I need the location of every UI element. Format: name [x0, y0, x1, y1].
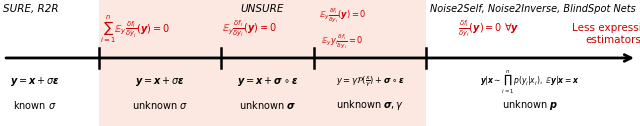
- Text: Less expressive
estimators: Less expressive estimators: [572, 23, 640, 45]
- Text: $\boldsymbol{y}=\boldsymbol{x}+\sigma\boldsymbol{\epsilon}$: $\boldsymbol{y}=\boldsymbol{x}+\sigma\bo…: [135, 75, 185, 88]
- Text: $y=\gamma\mathcal{P}(\frac{x}{\gamma})+\boldsymbol{\sigma}\circ\boldsymbol{\epsi: $y=\gamma\mathcal{P}(\frac{x}{\gamma})+\…: [335, 75, 404, 89]
- Text: $\boldsymbol{y}=\boldsymbol{x}+\sigma\boldsymbol{\epsilon}$: $\boldsymbol{y}=\boldsymbol{x}+\sigma\bo…: [10, 75, 60, 88]
- Text: unknown $\boldsymbol{\sigma},\gamma$: unknown $\boldsymbol{\sigma},\gamma$: [336, 98, 404, 112]
- Text: known $\sigma$: known $\sigma$: [13, 99, 57, 111]
- Text: UNSURE: UNSURE: [241, 4, 284, 14]
- Text: $\mathbb{E}_y\frac{\delta f_i}{\delta y_i}(\boldsymbol{y})=0$: $\mathbb{E}_y\frac{\delta f_i}{\delta y_…: [319, 7, 366, 25]
- FancyBboxPatch shape: [99, 0, 426, 126]
- Text: unknown $\boldsymbol{\sigma}$: unknown $\boldsymbol{\sigma}$: [239, 99, 296, 111]
- Text: $\mathbb{E}_y y_i\frac{\delta f_i}{\delta y_i}=0$: $\mathbb{E}_y y_i\frac{\delta f_i}{\delt…: [321, 33, 364, 51]
- Text: unknown $\sigma$: unknown $\sigma$: [132, 99, 188, 111]
- Text: $\boldsymbol{y}|\boldsymbol{x}\sim\prod_{i=1}^{n}p(y_i|x_i),\ \mathbb{E}\boldsym: $\boldsymbol{y}|\boldsymbol{x}\sim\prod_…: [480, 68, 580, 96]
- Text: $\frac{\delta f_i}{\delta y_i}(\boldsymbol{y})=0\ \forall\boldsymbol{y}$: $\frac{\delta f_i}{\delta y_i}(\boldsymb…: [458, 19, 519, 39]
- Text: $\mathbb{E}_y\frac{\delta f_i}{\delta y_i}(\boldsymbol{y})=0$: $\mathbb{E}_y\frac{\delta f_i}{\delta y_…: [222, 19, 277, 39]
- Text: $\sum_{i=1}^{n}\mathbb{E}_y\frac{\delta f_i}{\delta y_i}(\boldsymbol{y})=0$: $\sum_{i=1}^{n}\mathbb{E}_y\frac{\delta …: [100, 13, 169, 45]
- Text: Noise2Self, Noise2Inverse, BlindSpot Nets: Noise2Self, Noise2Inverse, BlindSpot Net…: [430, 4, 636, 14]
- Text: unknown $\boldsymbol{p}$: unknown $\boldsymbol{p}$: [502, 98, 558, 112]
- Text: $\boldsymbol{y}=\boldsymbol{x}+\boldsymbol{\sigma}\circ\boldsymbol{\epsilon}$: $\boldsymbol{y}=\boldsymbol{x}+\boldsymb…: [237, 75, 298, 88]
- Text: SURE, R2R: SURE, R2R: [3, 4, 59, 14]
